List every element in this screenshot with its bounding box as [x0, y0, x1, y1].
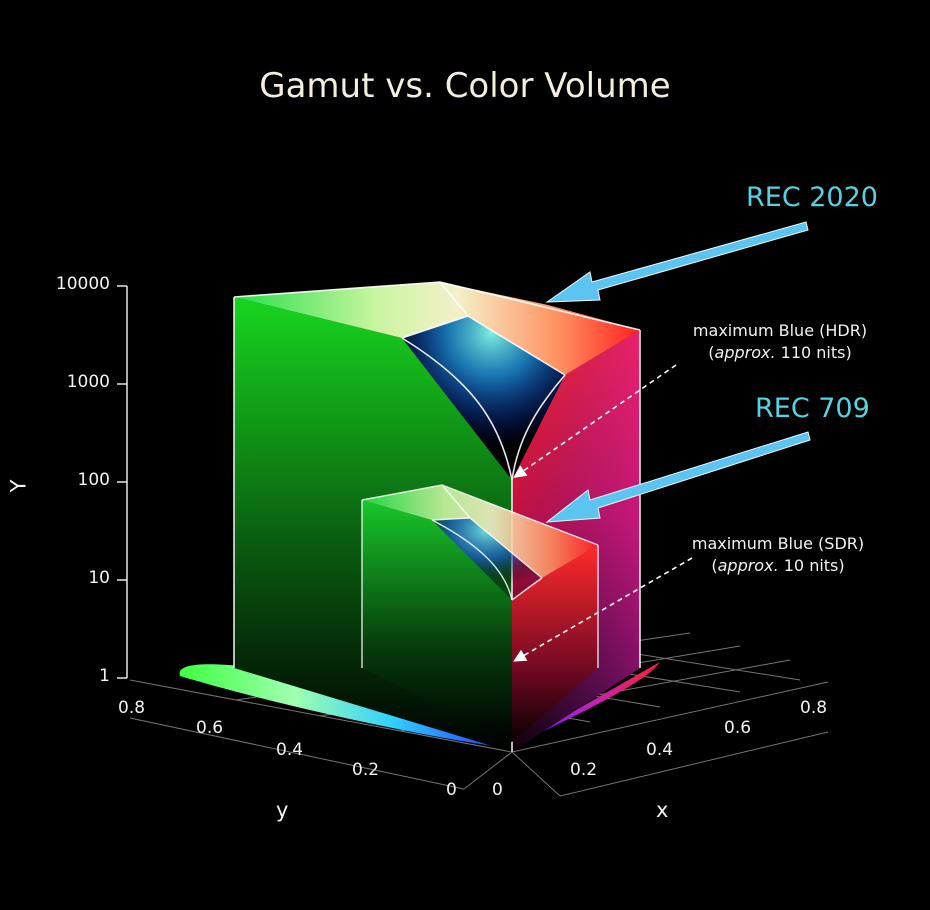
x-chromaticity-tick-label: 0.8 — [800, 698, 828, 718]
hdr-note-close: ) — [845, 343, 852, 362]
sdr-note-close: ) — [838, 556, 845, 575]
sdr-note: maximum Blue (SDR) (approx. 10 nits) — [678, 533, 878, 577]
sdr-pointer — [513, 557, 693, 662]
hdr-note-line1: maximum Blue (HDR) — [692, 321, 868, 340]
y-chromaticity-axis-title: y — [276, 798, 289, 822]
y-chromaticity-tick-label: 0.4 — [276, 740, 304, 760]
x-chromaticity-tick-label: 0.2 — [570, 760, 598, 780]
hdr-note: maximum Blue (HDR) (approx. 110 nits) — [680, 320, 880, 364]
y-chromaticity-tick-label: 0.2 — [352, 760, 380, 780]
rec2020-label: REC 2020 — [746, 182, 878, 213]
y-luminance-tick-label: 10000 — [55, 274, 110, 294]
rec709-arrow — [545, 431, 811, 523]
hdr-note-line2: (approx. 110 nits) — [680, 342, 880, 364]
sdr-note-value: 10 nits — [783, 556, 839, 575]
floor-gamut-right — [508, 662, 660, 748]
dashed-pointers — [513, 364, 693, 662]
hdr-note-value: 110 nits — [780, 343, 846, 362]
x-chromaticity-axis-title: x — [656, 798, 669, 822]
hdr-note-open: ( — [708, 343, 715, 362]
sdr-note-approx: approx. — [717, 556, 779, 575]
hdr-pointer — [513, 364, 677, 478]
y-chromaticity-tick-label: 0.8 — [118, 698, 146, 718]
sdr-note-open: ( — [711, 556, 718, 575]
y-luminance-tick-label: 10 — [88, 568, 110, 588]
rec709-volume — [361, 484, 599, 742]
sdr-note-line2: (approx. 10 nits) — [678, 555, 878, 577]
hdr-note-approx: approx. — [714, 343, 776, 362]
x-chromaticity-tick-label: 0 — [492, 780, 503, 800]
x-chromaticity-tick-label: 0.4 — [646, 740, 674, 760]
y-luminance-tick-label: 100 — [77, 470, 110, 490]
y-luminance-tick-label: 1000 — [66, 372, 110, 392]
page-title: Gamut vs. Color Volume — [259, 66, 671, 106]
callout-arrows — [545, 221, 811, 523]
x-chromaticity-tick-label: 0.6 — [724, 718, 752, 738]
rec2020-arrow — [545, 221, 809, 303]
y-luminance-axis-title: Y — [6, 479, 31, 493]
y-luminance-axis — [117, 285, 128, 679]
floor-gamut-left — [179, 664, 508, 748]
sdr-note-line1: maximum Blue (SDR) — [691, 534, 865, 553]
y-chromaticity-tick-label: 0.6 — [196, 718, 224, 738]
y-chromaticity-tick-label: 0 — [446, 780, 457, 800]
rec709-label: REC 709 — [755, 393, 870, 424]
y-luminance-tick-label: 1 — [99, 666, 110, 686]
